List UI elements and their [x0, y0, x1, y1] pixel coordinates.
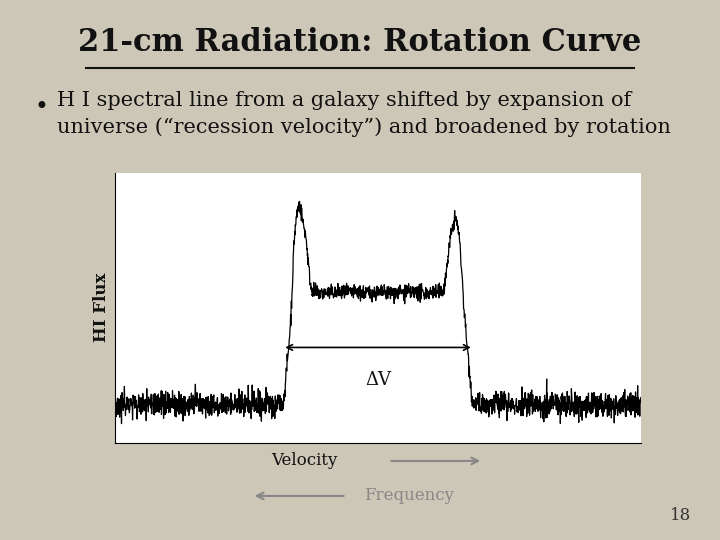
- Text: 18: 18: [670, 507, 691, 524]
- Text: •: •: [35, 96, 48, 119]
- Text: Velocity: Velocity: [271, 453, 338, 469]
- Text: ΔV: ΔV: [365, 371, 391, 389]
- Text: H I spectral line from a galaxy shifted by expansion of
universe (“recession vel: H I spectral line from a galaxy shifted …: [58, 91, 671, 138]
- Y-axis label: HI Flux: HI Flux: [93, 273, 109, 342]
- Text: Frequency: Frequency: [364, 488, 454, 504]
- Text: 21-cm Radiation: Rotation Curve: 21-cm Radiation: Rotation Curve: [78, 27, 642, 58]
